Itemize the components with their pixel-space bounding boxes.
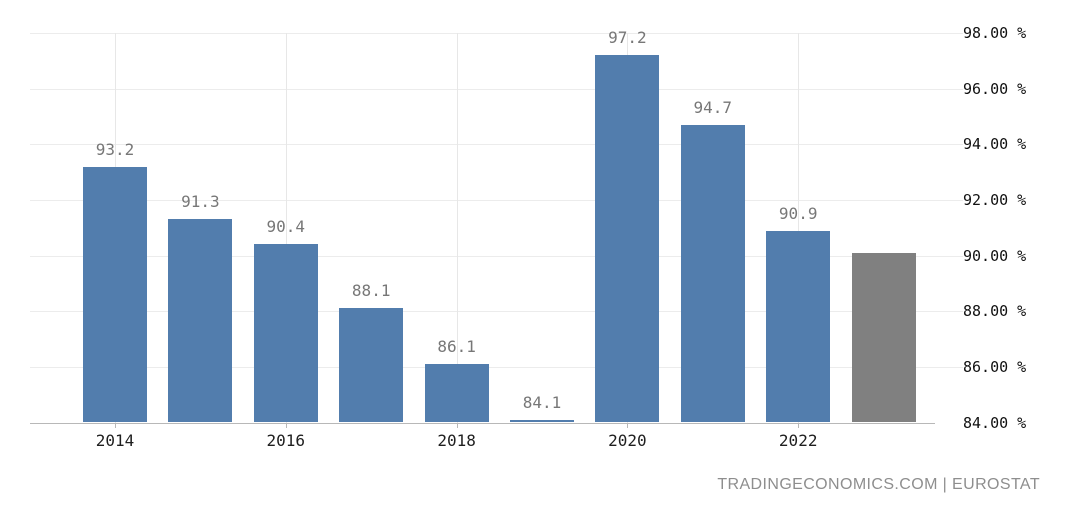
gridline-horizontal — [30, 88, 963, 90]
bar-value-label: 90.4 — [266, 217, 306, 237]
x-axis-line — [30, 422, 935, 424]
gridline-vertical — [798, 33, 800, 423]
y-axis-label: 90.00 % — [963, 246, 1027, 265]
y-axis-label: 86.00 % — [963, 357, 1027, 376]
bar-value-label: 88.1 — [351, 281, 391, 301]
x-axis-tick — [798, 422, 800, 428]
y-axis-label: 88.00 % — [963, 302, 1027, 321]
bar-2019[interactable] — [510, 419, 574, 423]
bar-2017[interactable] — [339, 308, 404, 423]
bar-value-label: 97.2 — [608, 28, 647, 48]
bar-value-label: 94.7 — [693, 97, 733, 117]
x-axis-label: 2020 — [608, 430, 647, 450]
gridline-vertical — [456, 33, 458, 423]
bar-value-label: 91.3 — [181, 192, 220, 212]
bar-value-label: 84.1 — [522, 392, 562, 412]
x-axis-tick — [115, 422, 116, 428]
gridline-horizontal — [30, 311, 963, 313]
x-axis-label: 2018 — [437, 430, 476, 450]
bar-2014[interactable] — [83, 166, 147, 423]
y-axis-label: 92.00 % — [963, 190, 1027, 209]
y-axis-label: 98.00 % — [963, 24, 1027, 43]
y-axis-label: 84.00 % — [963, 413, 1027, 432]
bar-value-label: 86.1 — [437, 337, 476, 357]
gridline-horizontal — [30, 33, 963, 35]
x-axis-tick — [285, 422, 287, 428]
x-axis-label: 2016 — [266, 430, 306, 450]
y-axis-label: 94.00 % — [963, 135, 1027, 154]
y-axis-label: 96.00 % — [963, 79, 1027, 98]
watermark-text: TRADINGECONOMICS.COM | EUROSTAT — [717, 476, 1040, 493]
bar-2022[interactable] — [766, 230, 831, 423]
bar-2020[interactable] — [595, 55, 660, 423]
gridline-vertical — [285, 33, 287, 423]
bar-2015[interactable] — [168, 219, 233, 423]
gridline-horizontal — [30, 199, 963, 201]
x-axis-label: 2022 — [778, 430, 818, 450]
x-axis-label: 2014 — [95, 430, 135, 450]
bar-value-label: 93.2 — [95, 139, 135, 159]
x-axis-tick — [456, 422, 458, 428]
bar-value-label: 90.9 — [778, 203, 818, 223]
gridline-horizontal — [30, 144, 963, 146]
bar-2021[interactable] — [680, 124, 745, 423]
gridline-horizontal — [30, 255, 963, 257]
x-axis-tick — [627, 422, 629, 428]
gridline-horizontal — [30, 366, 963, 368]
bar-2023[interactable] — [851, 252, 916, 423]
bar-2018[interactable] — [424, 364, 489, 423]
bar-2016[interactable] — [253, 244, 318, 423]
